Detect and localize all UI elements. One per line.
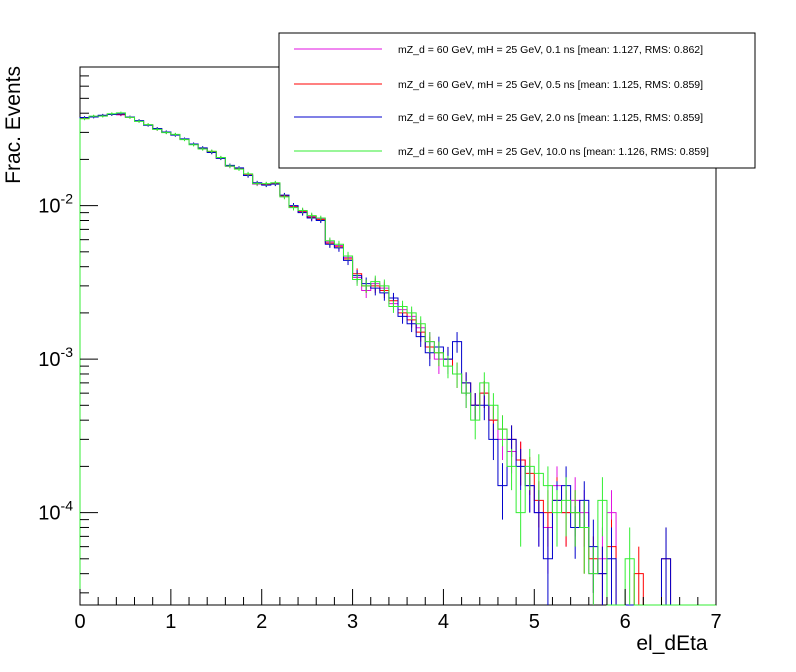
x-tick-label: 0 [74,611,85,633]
x-tick-label: 1 [165,611,176,633]
y-axis-title: Frac. Events [2,66,25,184]
legend-label-3: mZ_d = 60 GeV, mH = 25 GeV, 2.0 ns [mean… [398,112,703,124]
legend-label-2: mZ_d = 60 GeV, mH = 25 GeV, 0.5 ns [mean… [398,79,703,91]
legend: mZ_d = 60 GeV, mH = 25 GeV, 0.1 ns [mean… [278,32,756,169]
series-step-line [79,112,716,606]
series-4 [79,111,716,606]
y-tick-label: 10-3 [38,344,73,371]
x-tick-label: 3 [347,611,358,633]
x-tick-label: 5 [529,611,540,633]
series-1 [79,112,716,606]
series-step-line [79,113,716,606]
series-step-line [79,113,716,606]
x-tick-label: 7 [710,611,721,633]
x-axis-title: el_dEta [636,632,708,655]
x-axis: 0 1 2 3 4 5 6 7 [74,589,722,633]
series-3 [79,112,716,606]
legend-box [278,32,756,169]
legend-label-1: mZ_d = 60 GeV, mH = 25 GeV, 0.1 ns [mean… [398,44,703,56]
series-2 [79,112,716,606]
series-step-line [79,113,716,606]
x-tick-label: 4 [438,611,449,633]
x-tick-label: 6 [620,611,631,633]
x-tick-label: 2 [256,611,267,633]
histogram-bins [79,111,716,606]
y-axis: 10-2 10-3 10-4 [38,66,98,594]
legend-label-4: mZ_d = 60 GeV, mH = 25 GeV, 10.0 ns [mea… [398,146,709,158]
y-tick-label: 10-4 [38,498,73,525]
y-tick-label: 10-2 [38,191,73,218]
